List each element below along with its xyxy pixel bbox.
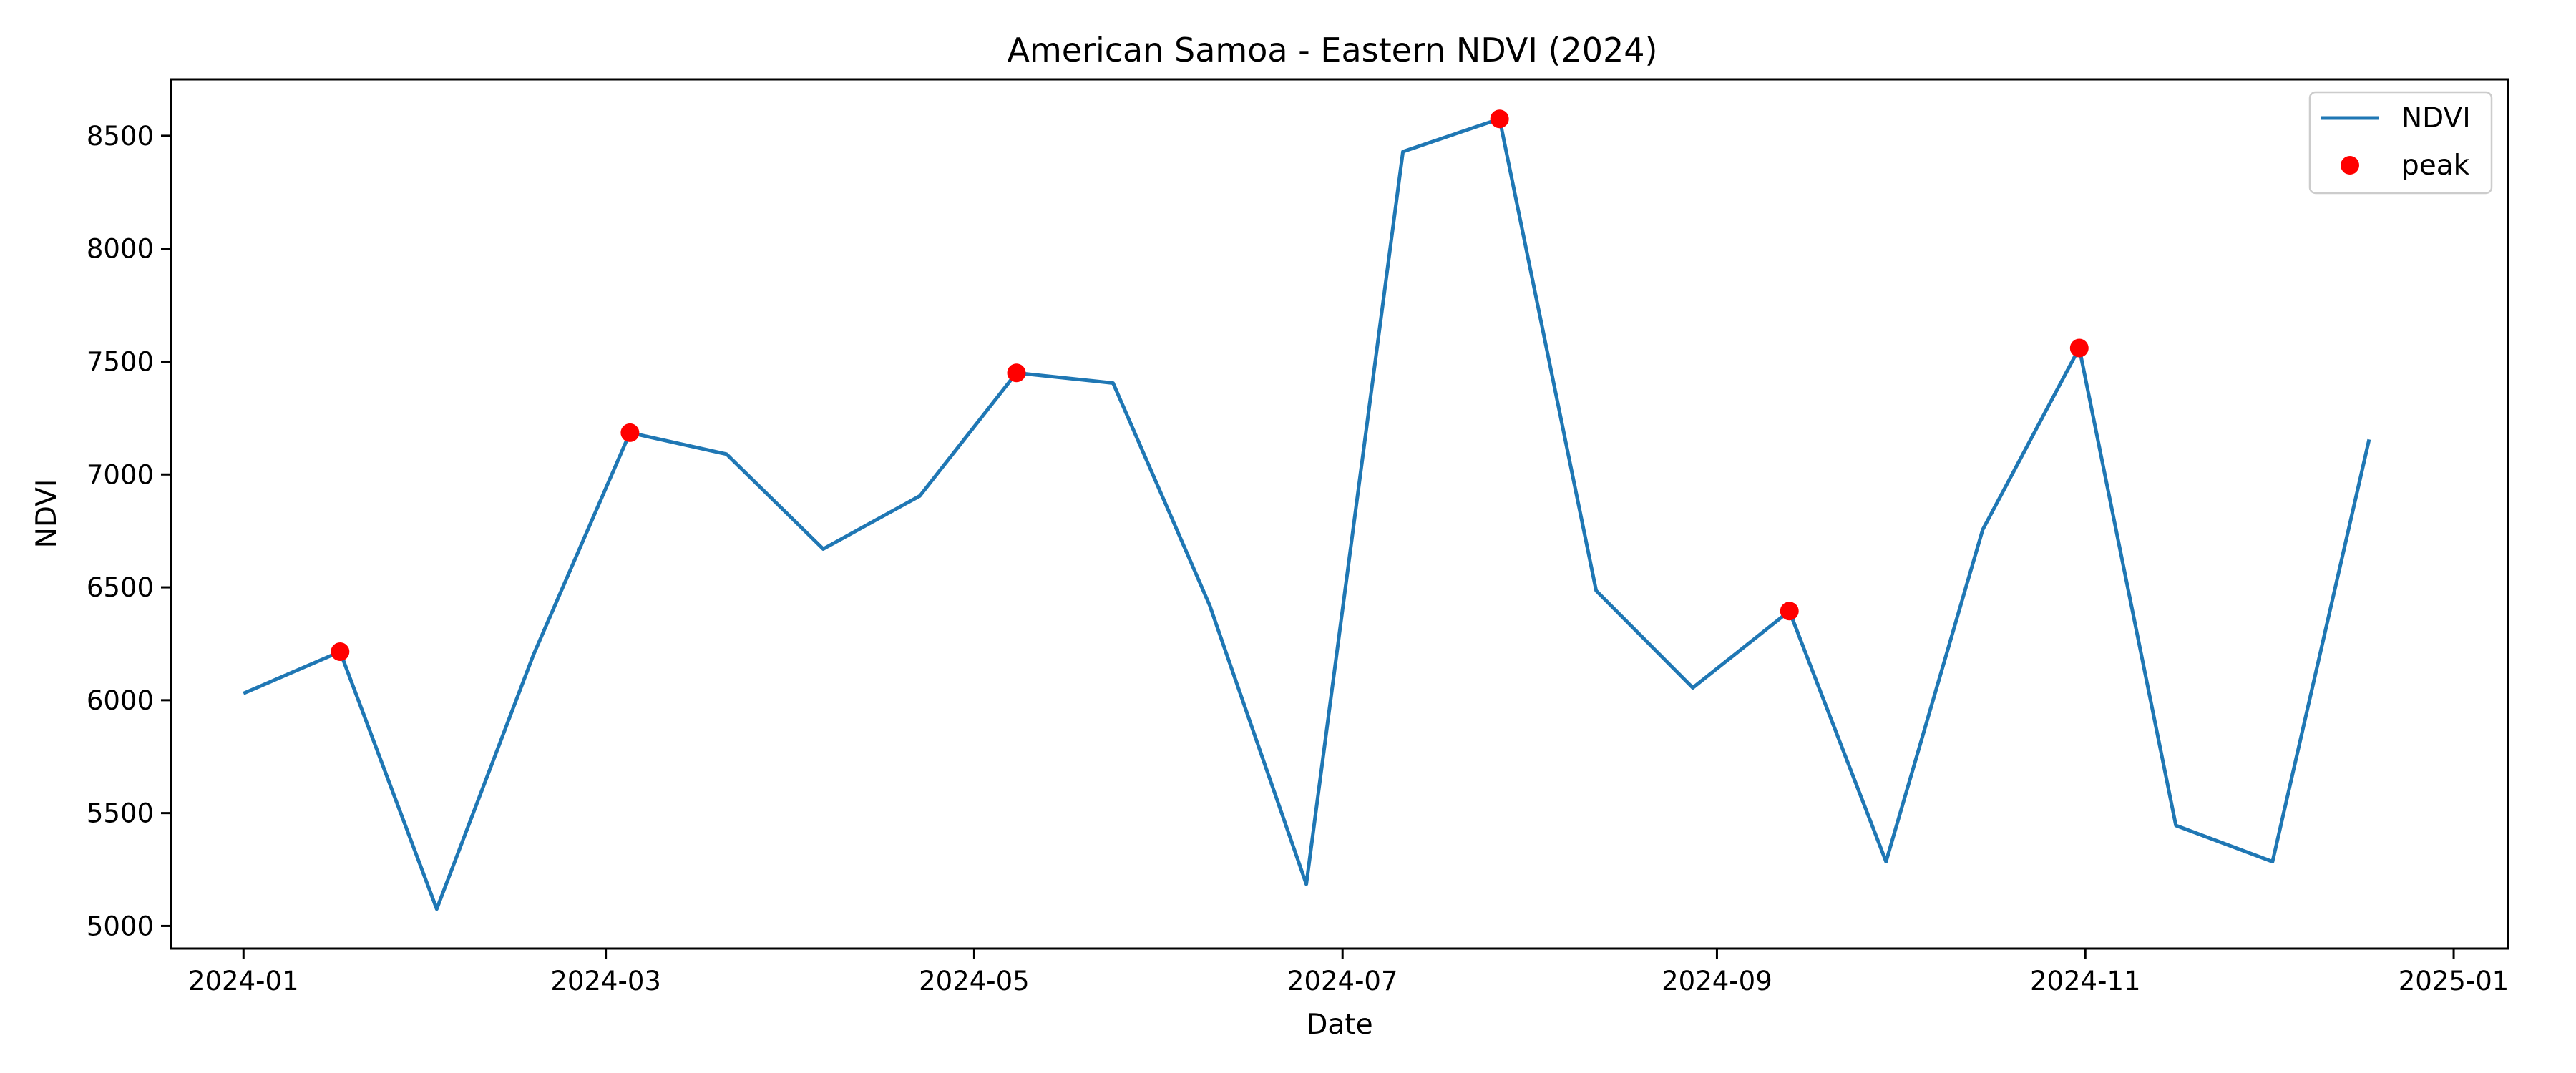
x-tick-label: 2024-09 — [1662, 966, 1772, 996]
x-tick-label: 2024-03 — [550, 966, 661, 996]
y-tick-label: 5000 — [87, 911, 154, 941]
peak-point — [1007, 363, 1026, 383]
plot-area — [171, 79, 2508, 949]
peak-point — [1490, 109, 1509, 129]
y-tick-label: 8000 — [87, 234, 154, 265]
x-tick-label: 2024-07 — [1287, 966, 1398, 996]
y-axis: 5000 5500 6000 6500 7000 7500 8000 8500 — [87, 121, 171, 941]
series-layer — [243, 109, 2371, 911]
legend-swatch-peak — [2341, 156, 2359, 175]
peak-point — [2069, 338, 2089, 358]
y-tick-label: 8500 — [87, 121, 154, 152]
y-tick-label: 6000 — [87, 685, 154, 716]
y-axis-label: NDVI — [31, 479, 63, 549]
peak-point — [331, 642, 350, 662]
peak-point — [620, 423, 640, 442]
chart-title: American Samoa - Eastern NDVI (2024) — [1008, 31, 1658, 69]
y-tick-label: 7000 — [87, 459, 154, 490]
y-tick-label: 7500 — [87, 346, 154, 377]
y-tick-label: 6500 — [87, 572, 154, 603]
legend-label-peak: peak — [2401, 150, 2470, 182]
x-axis-label: Date — [1306, 1009, 1372, 1041]
x-tick-label: 2024-11 — [2030, 966, 2141, 996]
x-tick-label: 2024-01 — [188, 966, 299, 996]
x-tick-label: 2024-05 — [919, 966, 1030, 996]
y-tick-label: 5500 — [87, 798, 154, 829]
legend: NDVI peak — [2308, 91, 2493, 195]
plot-frame — [170, 78, 2509, 950]
legend-label-ndvi: NDVI — [2401, 102, 2471, 134]
peak-point — [1780, 602, 1799, 621]
x-axis: 2024-01 2024-03 2024-05 2024-07 2024-09 2024-… — [188, 949, 2509, 996]
ndvi-series-line — [243, 117, 2371, 911]
x-tick-label: 2025-01 — [2399, 966, 2509, 996]
